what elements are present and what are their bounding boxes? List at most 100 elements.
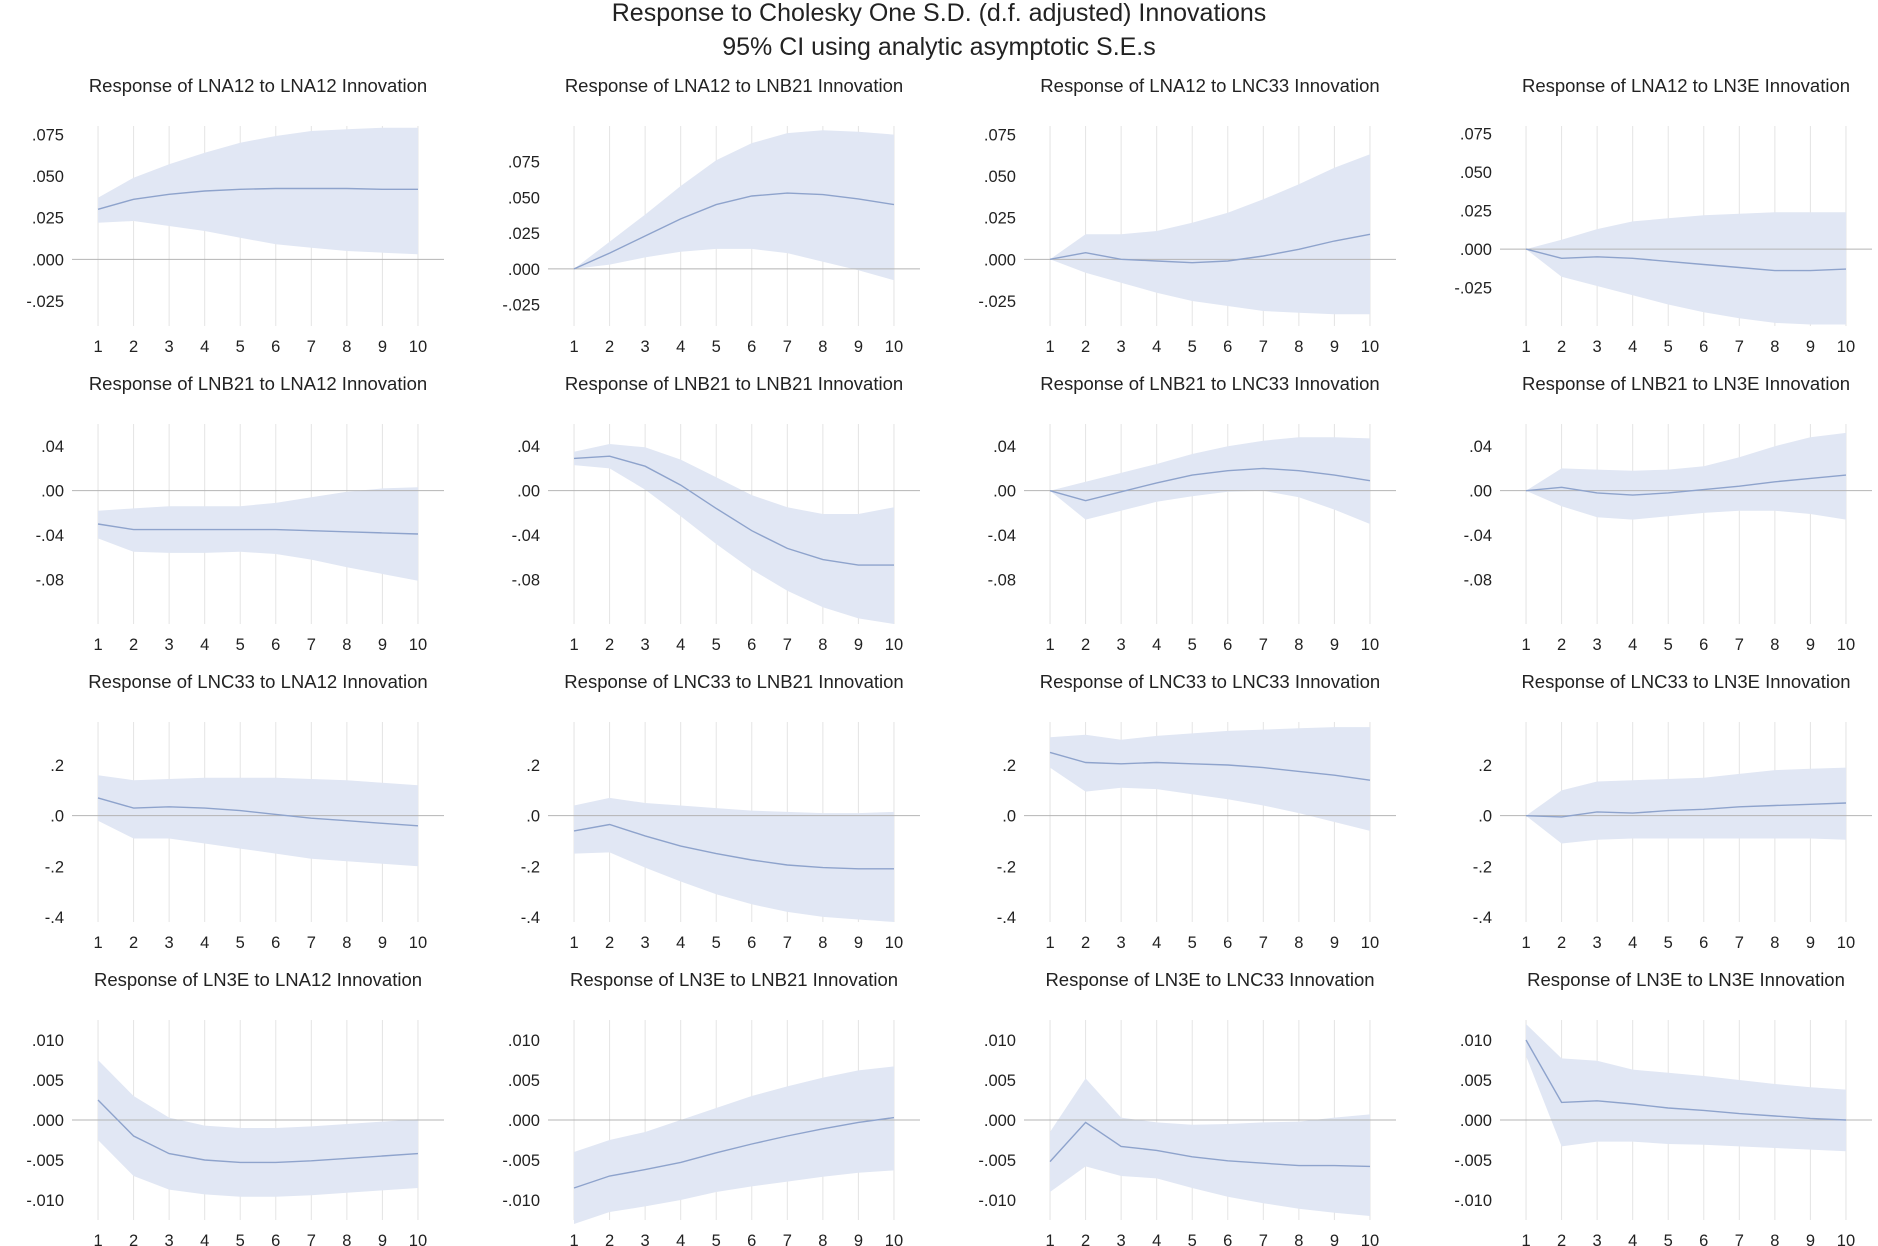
subplot-title: Response of LNB21 to LNA12 Innovation	[89, 373, 427, 394]
irf-subplot: Response of LNC33 to LN3E Innovation .2 .0…	[1473, 671, 1872, 952]
x-tick-label: 2	[1081, 1232, 1090, 1246]
irf-subplot: Response of LN3E to LNA12 Innovation .010…	[26, 969, 444, 1246]
x-tick-label: 2	[129, 934, 138, 952]
confidence-band	[1526, 212, 1846, 325]
x-tick-label: 6	[747, 636, 756, 654]
y-tick-label: -.08	[988, 572, 1016, 590]
x-tick-label: 2	[1557, 636, 1566, 654]
x-tick-label: 2	[1557, 934, 1566, 952]
y-tick-label: .005	[32, 1072, 64, 1090]
x-tick-label: 4	[1152, 338, 1161, 356]
x-tick-label: 3	[1593, 1232, 1602, 1246]
x-tick-label: 4	[676, 934, 685, 952]
x-tick-label: 5	[1188, 1232, 1197, 1246]
y-tick-label: .0	[50, 808, 64, 826]
x-tick-label: 7	[1259, 338, 1268, 356]
x-tick-label: 4	[1152, 636, 1161, 654]
subplot-title: Response of LNC33 to LNA12 Innovation	[88, 671, 427, 692]
x-tick-label: 4	[200, 1232, 209, 1246]
x-tick-label: 8	[1770, 934, 1779, 952]
x-tick-label: 1	[1045, 338, 1054, 356]
y-tick-label: .075	[32, 126, 64, 144]
confidence-band	[1050, 154, 1370, 315]
response-line	[1049, 467, 1371, 502]
y-tick-label: -.025	[1454, 280, 1492, 298]
confidence-band	[574, 797, 894, 922]
subplot-title: Response of LNB21 to LNC33 Innovation	[1040, 373, 1379, 394]
x-tick-label: 4	[1628, 934, 1637, 952]
y-tick-label: .2	[50, 757, 64, 775]
y-tick-label: .075	[984, 126, 1016, 144]
x-tick-label: 10	[1361, 636, 1379, 654]
x-tick-label: 7	[1259, 934, 1268, 952]
x-tick-label: 6	[747, 934, 756, 952]
y-tick-label: -.005	[502, 1152, 540, 1170]
x-tick-label: 8	[1294, 1232, 1303, 1246]
y-tick-label: .010	[32, 1032, 64, 1050]
response-line	[97, 1099, 419, 1164]
x-tick-label: 7	[1259, 636, 1268, 654]
x-tick-label: 7	[1735, 338, 1744, 356]
y-tick-label: .04	[517, 438, 540, 456]
x-tick-label: 2	[605, 636, 614, 654]
subplot-title: Response of LNA12 to LNC33 Innovation	[1040, 75, 1379, 96]
x-tick-label: 9	[1806, 1232, 1815, 1246]
x-tick-label: 9	[378, 934, 387, 952]
y-tick-label: -.010	[502, 1192, 540, 1210]
x-tick-label: 4	[1628, 338, 1637, 356]
figure-subtitle: 95% CI using analytic asymptotic S.E.s	[722, 33, 1156, 61]
y-tick-label: .005	[508, 1072, 540, 1090]
y-tick-label: .04	[1469, 438, 1492, 456]
x-tick-label: 9	[854, 338, 863, 356]
x-tick-label: 5	[712, 1232, 721, 1246]
response-line	[573, 455, 894, 566]
irf-subplot: Response of LNB21 to LNC33 Innovation .04…	[988, 373, 1396, 654]
confidence-band	[98, 487, 418, 581]
x-tick-label: 1	[93, 1232, 102, 1246]
x-tick-label: 2	[1557, 1232, 1566, 1246]
x-tick-label: 9	[1330, 934, 1339, 952]
x-tick-label: 5	[1664, 636, 1673, 654]
y-tick-label: -.025	[978, 293, 1016, 311]
y-tick-label: -.010	[978, 1192, 1016, 1210]
x-tick-label: 10	[885, 338, 903, 356]
x-tick-label: 10	[1837, 636, 1855, 654]
y-tick-label: -.005	[1454, 1152, 1492, 1170]
y-tick-label: .00	[993, 483, 1016, 501]
x-tick-label: 6	[271, 1232, 280, 1246]
x-tick-label: 3	[165, 338, 174, 356]
subplot-title: Response of LNB21 to LNB21 Innovation	[565, 373, 903, 394]
x-tick-label: 9	[1330, 636, 1339, 654]
y-tick-label: .0	[1478, 808, 1492, 826]
y-tick-label: .0	[526, 808, 540, 826]
x-tick-label: 2	[1081, 934, 1090, 952]
confidence-band	[1050, 1078, 1370, 1216]
x-tick-label: 2	[129, 636, 138, 654]
x-tick-label: 1	[1045, 1232, 1054, 1246]
x-tick-label: 7	[783, 934, 792, 952]
confidence-band	[574, 1066, 894, 1224]
x-tick-label: 3	[1117, 636, 1126, 654]
y-tick-label: -.08	[512, 572, 540, 590]
x-tick-label: 6	[747, 1232, 756, 1246]
y-tick-label: -.04	[512, 527, 540, 545]
x-tick-label: 10	[1837, 338, 1855, 356]
y-tick-label: .000	[32, 1112, 64, 1130]
y-tick-label: .000	[1460, 241, 1492, 259]
response-line	[1049, 751, 1371, 781]
irf-subplot: Response of LNC33 to LNC33 Innovation .2.…	[997, 671, 1396, 952]
x-tick-label: 4	[676, 338, 685, 356]
x-tick-label: 2	[129, 1232, 138, 1246]
x-tick-label: 10	[409, 1232, 427, 1246]
x-tick-label: 6	[1223, 1232, 1232, 1246]
x-tick-label: 3	[165, 934, 174, 952]
x-tick-label: 8	[1770, 338, 1779, 356]
x-tick-label: 7	[307, 934, 316, 952]
y-tick-label: .025	[508, 225, 540, 243]
response-line	[1525, 1039, 1847, 1121]
subplot-title: Response of LN3E to LN3E Innovation	[1527, 969, 1845, 990]
y-tick-label: .005	[1460, 1072, 1492, 1090]
x-tick-label: 7	[1735, 1232, 1744, 1246]
x-tick-label: 8	[818, 1232, 827, 1246]
